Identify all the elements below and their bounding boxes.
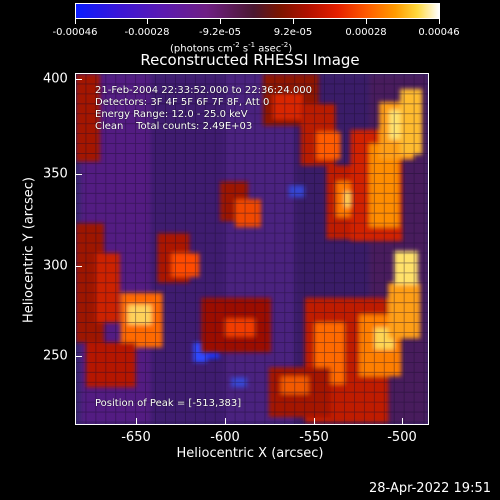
blue-pixel-region [231, 377, 248, 388]
colorbar-tick [366, 19, 367, 24]
x-axis-tick [225, 418, 226, 425]
y-axis-tick-label: 300 [43, 258, 68, 274]
hot-region [272, 93, 303, 120]
x-axis-tick-label: -600 [210, 430, 240, 445]
colorbar-units-exponent-cm: -2 [232, 41, 240, 49]
hot-region [76, 74, 100, 162]
map-grid-lines [76, 74, 425, 424]
hot-region [388, 282, 421, 339]
x-axis-tick [314, 418, 315, 425]
image-plot-area: 21-Feb-2004 22:33:52.000 to 22:36:24.000… [75, 73, 429, 425]
colorbar-units-suffix: ) [288, 43, 293, 55]
x-axis-tick-label: -550 [299, 430, 329, 445]
hot-region [171, 252, 200, 277]
colorbar-tick [75, 19, 76, 24]
hot-region [85, 342, 136, 388]
map-grid-lines [76, 74, 428, 423]
y-axis-tick [75, 79, 82, 80]
y-axis-tick [75, 266, 82, 267]
x-axis-tick-label: -650 [121, 430, 151, 445]
colorbar-units-mid-asec: asec [255, 43, 282, 55]
colorbar-tick [293, 19, 294, 24]
hot-region [235, 199, 261, 228]
x-axis-tick [136, 418, 137, 425]
colorbar-tick-label: 0.00046 [418, 27, 460, 38]
colorbar-units: (photons cm-2 s-1 asec-2) [170, 39, 292, 55]
blue-pixel-region [207, 348, 220, 359]
colorbar-units-exponent-s: -1 [248, 41, 256, 49]
colorbar-units-exponent-asec: -2 [281, 41, 289, 49]
colorbar-units-prefix: (photons cm [170, 43, 233, 55]
x-axis-tick-label: -500 [387, 430, 417, 445]
blue-pixel-region [288, 185, 305, 198]
hot-region [316, 131, 341, 160]
colorbar [75, 3, 440, 19]
colorbar-tick-label: -0.00028 [124, 27, 170, 38]
x-axis-label: Heliocentric X (arcsec) [176, 446, 324, 461]
y-axis-tick-label: 350 [43, 166, 68, 182]
colorbar-tick-label: -9.2e-05 [199, 27, 241, 38]
y-axis-label: Heliocentric Y (arcsec) [21, 177, 37, 323]
y-axis-tick-label: 400 [43, 71, 68, 87]
hot-region [280, 376, 309, 395]
y-axis-tick [75, 174, 82, 175]
colorbar-tick-label: 9.2e-05 [273, 27, 313, 38]
map-pixel-grid [76, 74, 428, 424]
hot-region [400, 88, 423, 155]
colorbar-tick [147, 19, 148, 24]
generated-timestamp: 28-Apr-2022 19:51 [369, 481, 491, 496]
colorbar-tick [220, 19, 221, 24]
observation-info-text: 21-Feb-2004 22:33:52.000 to 22:36:24.000… [95, 85, 313, 132]
map-column [225, 74, 295, 424]
plot-title: Reconstructed RHESSI Image [140, 51, 360, 69]
hot-region [127, 304, 152, 325]
colorbar-tick-label: 0.00028 [345, 27, 387, 38]
x-axis-tick [402, 418, 403, 425]
rhessi-intensity-map [76, 74, 428, 424]
hot-region [95, 252, 120, 323]
peak-position-text: Position of Peak = [-513,383] [95, 398, 242, 409]
colorbar-tick-label: -0.00046 [52, 27, 98, 38]
y-axis-tick-label: 250 [43, 348, 68, 364]
hot-region [394, 250, 419, 285]
colorbar-tick [439, 19, 440, 24]
map-hot-regions [76, 74, 423, 424]
y-axis-tick [75, 356, 82, 357]
colorbar-units-mid-s: s [239, 43, 249, 55]
hot-region [225, 318, 255, 337]
